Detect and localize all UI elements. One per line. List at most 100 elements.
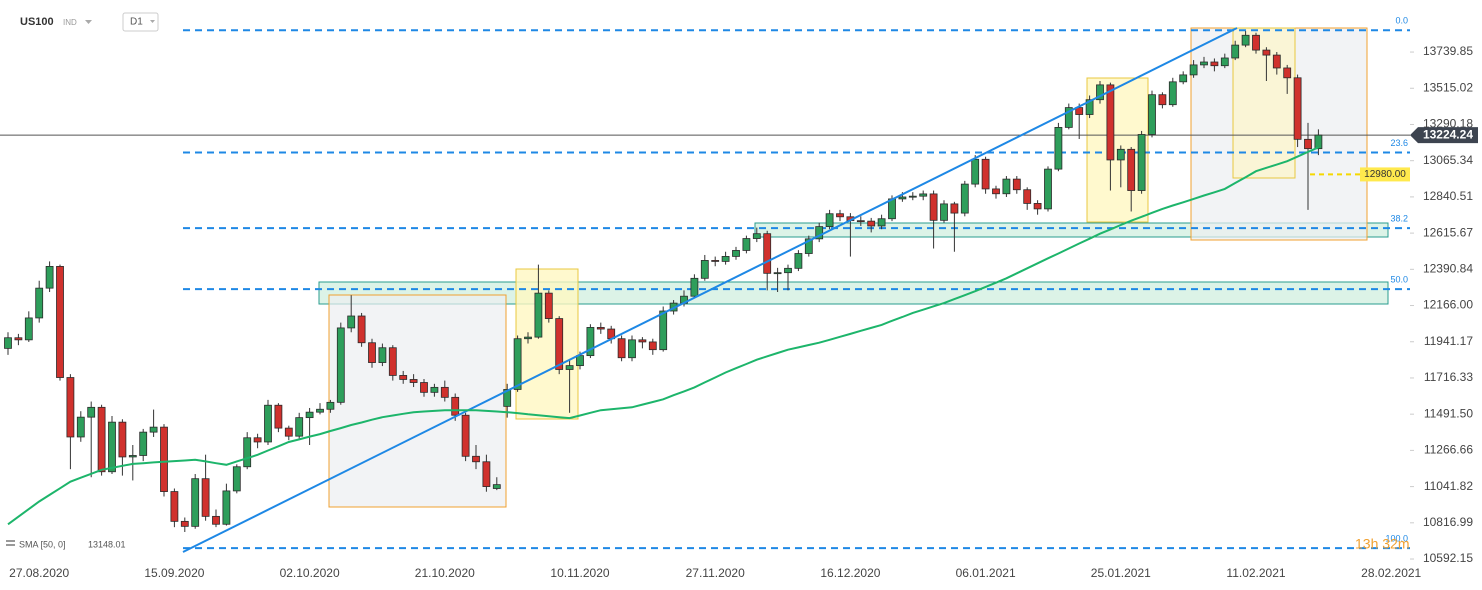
candle-down bbox=[992, 188, 1000, 195]
x-tick-label: 06.01.2021 bbox=[956, 566, 1016, 580]
candle-down bbox=[1033, 203, 1042, 210]
indicator-icon bbox=[6, 540, 15, 542]
y-tick-label: 12615.67 bbox=[1423, 225, 1473, 239]
fib-label: 23.6 bbox=[1390, 138, 1408, 148]
candle-up bbox=[76, 416, 85, 438]
candle-up bbox=[1044, 168, 1052, 210]
candle-down bbox=[388, 347, 397, 376]
candles bbox=[4, 31, 1323, 532]
candle-up bbox=[222, 490, 231, 525]
dropdown-icon[interactable] bbox=[85, 20, 92, 24]
candle-up bbox=[628, 339, 636, 359]
y-tick-label: 11491.50 bbox=[1424, 406, 1473, 420]
candle-down bbox=[1012, 178, 1021, 191]
fib-label: 100.0 bbox=[1385, 533, 1408, 543]
candle-up bbox=[919, 193, 928, 197]
trend-line bbox=[182, 27, 1238, 553]
candle-down bbox=[1293, 77, 1302, 140]
candle-up bbox=[1116, 148, 1125, 161]
y-tick-label: 12390.84 bbox=[1423, 261, 1473, 275]
interval-button[interactable] bbox=[122, 12, 159, 32]
candle-up bbox=[700, 260, 709, 279]
candle-up bbox=[908, 195, 917, 198]
candle-down bbox=[638, 339, 647, 343]
candle-up bbox=[565, 365, 574, 370]
candle-up bbox=[1179, 74, 1188, 83]
x-tick-label: 10.11.2020 bbox=[550, 566, 609, 580]
candle-up bbox=[721, 256, 730, 262]
candle-down bbox=[1252, 34, 1260, 51]
candle-up bbox=[940, 203, 948, 221]
candle-down bbox=[950, 203, 959, 214]
candle-up bbox=[139, 431, 148, 456]
candle-down bbox=[867, 220, 876, 227]
candle-up bbox=[1241, 34, 1250, 46]
candle-down bbox=[451, 396, 460, 416]
candle-up bbox=[1231, 44, 1240, 59]
candle-down bbox=[409, 379, 418, 383]
candle-down bbox=[1106, 84, 1115, 161]
candle-down bbox=[274, 404, 283, 429]
candle-down bbox=[648, 341, 657, 351]
candle-down bbox=[368, 342, 376, 363]
candle-up bbox=[586, 327, 595, 357]
candle-up bbox=[1168, 81, 1177, 106]
symbol: US100 bbox=[20, 16, 54, 28]
candle-down bbox=[1127, 148, 1136, 191]
x-tick-label: 27.11.2020 bbox=[686, 566, 745, 580]
candle-up bbox=[430, 386, 439, 393]
candle-up bbox=[149, 426, 158, 433]
candle-down bbox=[711, 260, 720, 262]
candle-up bbox=[191, 478, 200, 527]
candle-up bbox=[576, 355, 584, 367]
x-tick-label: 28.02.2021 bbox=[1361, 566, 1421, 580]
candle-up bbox=[1314, 134, 1323, 150]
alert-label: 12980.00 bbox=[1364, 169, 1406, 180]
y-tick-label: 13739.85 bbox=[1423, 44, 1473, 58]
candle-down bbox=[617, 338, 626, 359]
price-tag bbox=[1410, 127, 1478, 144]
candle-up bbox=[336, 327, 345, 403]
y-tick-label: 11266.66 bbox=[1424, 443, 1473, 457]
candle-down bbox=[1075, 107, 1084, 115]
candle-down bbox=[472, 455, 480, 463]
candle-down bbox=[253, 437, 262, 443]
candle-up bbox=[784, 267, 792, 274]
candle-up bbox=[347, 315, 356, 329]
candle-down bbox=[420, 382, 428, 393]
y-tick-label: 13515.02 bbox=[1423, 80, 1473, 94]
candle-up bbox=[128, 455, 137, 458]
support-zone bbox=[318, 281, 1389, 305]
candle-up bbox=[1054, 127, 1063, 170]
front-layer bbox=[7, 27, 1360, 553]
candle-down bbox=[1262, 49, 1271, 56]
interval: D1 bbox=[130, 17, 143, 28]
candle-up bbox=[492, 484, 501, 489]
candle-up bbox=[264, 404, 272, 443]
sma-value: 13148.01 bbox=[88, 539, 126, 549]
x-tick-label: 25.01.2021 bbox=[1091, 566, 1151, 580]
y-tick-label: 10592.15 bbox=[1423, 551, 1473, 565]
dropdown-icon[interactable] bbox=[150, 20, 155, 23]
candle-down bbox=[461, 414, 470, 457]
candle-down bbox=[981, 158, 990, 190]
highlight-box bbox=[515, 268, 579, 420]
y-tick-label: 12840.51 bbox=[1423, 189, 1473, 203]
candle-down bbox=[1283, 67, 1292, 79]
candle-down bbox=[440, 386, 449, 398]
x-tick-label: 15.09.2020 bbox=[144, 566, 204, 580]
candle-up bbox=[773, 272, 782, 275]
candle-down bbox=[284, 427, 293, 437]
candle-down bbox=[482, 461, 491, 487]
candle-up bbox=[1220, 57, 1229, 67]
x-tick-label: 27.08.2020 bbox=[9, 566, 69, 580]
candle-up bbox=[108, 421, 116, 473]
fib-label: 0.0 bbox=[1395, 16, 1408, 26]
candle-up bbox=[1148, 94, 1156, 135]
candle-down bbox=[929, 193, 938, 221]
candle-up bbox=[295, 417, 304, 437]
candle-up bbox=[4, 337, 12, 349]
y-tick-label: 11041.82 bbox=[1424, 479, 1473, 493]
